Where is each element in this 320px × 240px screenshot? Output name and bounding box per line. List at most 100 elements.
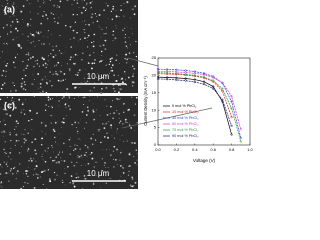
grain bbox=[3, 148, 5, 151]
grain bbox=[0, 56, 1, 58]
grain bbox=[84, 31, 86, 34]
grain bbox=[120, 175, 122, 177]
grain bbox=[77, 132, 79, 134]
grain bbox=[47, 60, 49, 62]
grain bbox=[119, 139, 121, 140]
grain bbox=[72, 29, 75, 32]
grain bbox=[131, 176, 134, 179]
grain bbox=[29, 157, 32, 160]
grain bbox=[93, 86, 95, 89]
grain bbox=[27, 54, 30, 56]
grain bbox=[136, 164, 138, 166]
grain bbox=[57, 143, 59, 145]
data-point bbox=[212, 87, 215, 90]
grain bbox=[127, 47, 129, 49]
grain bbox=[34, 79, 36, 81]
grain bbox=[45, 14, 47, 16]
grain bbox=[62, 117, 65, 120]
grain bbox=[112, 39, 114, 41]
grain bbox=[7, 155, 10, 158]
grain bbox=[116, 128, 118, 130]
grain bbox=[128, 170, 130, 173]
grain bbox=[52, 159, 54, 162]
grain bbox=[20, 146, 22, 147]
grain bbox=[94, 59, 96, 61]
x-tick-label: 0.0 bbox=[155, 147, 161, 152]
grain bbox=[83, 127, 85, 129]
grain bbox=[100, 60, 102, 62]
grain bbox=[86, 80, 89, 83]
grain bbox=[52, 56, 55, 58]
grain bbox=[96, 15, 97, 17]
grain bbox=[73, 0, 75, 1]
grain bbox=[117, 91, 120, 94]
grain bbox=[26, 150, 29, 152]
grain bbox=[107, 5, 109, 7]
grain bbox=[86, 4, 88, 6]
data-point bbox=[212, 79, 215, 82]
grain bbox=[111, 69, 114, 72]
grain bbox=[33, 186, 36, 189]
grain bbox=[131, 141, 134, 144]
grain bbox=[132, 65, 134, 67]
grain bbox=[125, 53, 128, 56]
grain bbox=[104, 99, 106, 101]
grain bbox=[109, 58, 112, 60]
grain bbox=[102, 44, 105, 47]
grain bbox=[42, 90, 44, 93]
grain bbox=[30, 24, 31, 26]
grain bbox=[84, 144, 87, 147]
grain bbox=[37, 31, 39, 33]
grain bbox=[134, 5, 137, 8]
grain bbox=[27, 147, 29, 149]
data-point bbox=[166, 68, 169, 71]
grain bbox=[95, 161, 97, 163]
grain bbox=[83, 175, 86, 177]
grain bbox=[105, 32, 107, 35]
grain bbox=[112, 150, 115, 152]
sem-image bbox=[0, 95, 139, 189]
grain bbox=[83, 20, 86, 22]
grain bbox=[23, 137, 26, 140]
grain bbox=[109, 60, 112, 63]
grain bbox=[78, 69, 81, 71]
grain bbox=[99, 45, 101, 47]
grain bbox=[37, 177, 38, 179]
grain bbox=[123, 15, 125, 17]
grain bbox=[116, 110, 118, 112]
data-point bbox=[175, 72, 178, 75]
grain bbox=[93, 52, 95, 54]
grain bbox=[72, 181, 75, 184]
grain bbox=[14, 66, 16, 69]
grain bbox=[14, 56, 17, 59]
grain bbox=[48, 178, 51, 181]
grain bbox=[131, 85, 134, 87]
grain bbox=[62, 142, 65, 145]
grain bbox=[45, 91, 48, 94]
grain bbox=[15, 133, 18, 136]
grain bbox=[100, 92, 103, 94]
grain bbox=[13, 167, 15, 170]
grain bbox=[119, 84, 121, 86]
grain bbox=[19, 163, 21, 165]
grain bbox=[126, 58, 129, 61]
grain bbox=[38, 87, 40, 89]
grain bbox=[1, 166, 3, 168]
grain bbox=[133, 114, 136, 117]
grain bbox=[70, 56, 72, 58]
grain bbox=[16, 30, 19, 32]
grain bbox=[73, 62, 75, 65]
grain bbox=[61, 121, 64, 123]
grain bbox=[112, 117, 114, 119]
grain bbox=[127, 76, 130, 79]
grain bbox=[103, 127, 106, 129]
grain bbox=[34, 45, 36, 47]
grain bbox=[4, 151, 6, 154]
grain bbox=[37, 173, 39, 176]
grain bbox=[71, 3, 73, 6]
grain bbox=[38, 40, 40, 42]
grain bbox=[9, 133, 11, 136]
grain bbox=[10, 147, 12, 149]
grain bbox=[85, 121, 88, 124]
grain bbox=[77, 54, 79, 56]
